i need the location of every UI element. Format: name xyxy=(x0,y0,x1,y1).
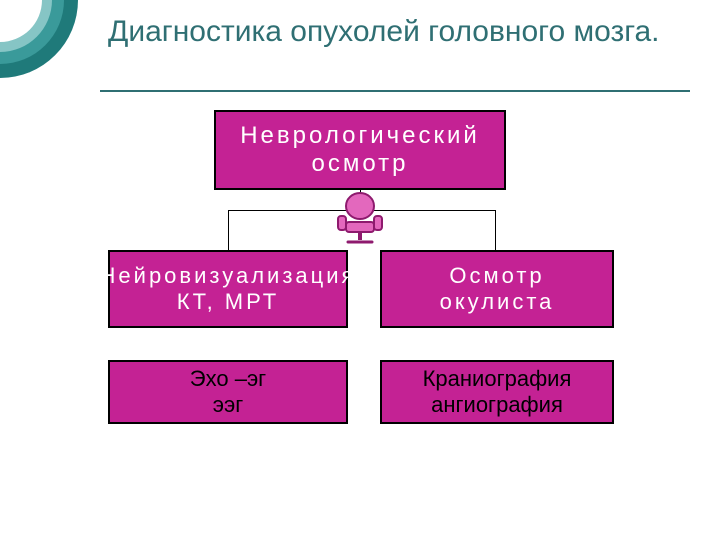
connector-v-right xyxy=(495,210,496,250)
node-right2: Краниография ангиография xyxy=(380,360,614,424)
node-left2: Эхо –эг ээг xyxy=(108,360,348,424)
node-right1-line1: Осмотр xyxy=(449,263,544,289)
node-left2-line1: Эхо –эг xyxy=(190,366,266,392)
node-right2-line2: ангиография xyxy=(431,392,563,418)
node-right1: Осмотр окулиста xyxy=(380,250,614,328)
connector-h-split xyxy=(228,210,496,211)
node-right1-line2: окулиста xyxy=(440,289,555,315)
deco-ring-1 xyxy=(0,0,78,78)
node-root-line1: Неврологический xyxy=(240,122,480,150)
node-left2-line2: ээг xyxy=(213,392,243,418)
node-root-line2: осмотр xyxy=(311,150,408,178)
page-title: Диагностика опухолей головного мозга. xyxy=(108,14,668,50)
node-right2-line1: Краниография xyxy=(423,366,572,392)
node-left1-line2: КТ, МРТ xyxy=(177,289,280,315)
deco-ring-4 xyxy=(0,0,42,42)
connector-v-root xyxy=(360,190,361,210)
node-left1: Нейровизуализация КТ, МРТ xyxy=(108,250,348,328)
device-icon xyxy=(332,190,388,246)
deco-ring-2 xyxy=(0,0,64,64)
node-root: Неврологический осмотр xyxy=(214,110,506,190)
connector-v-left xyxy=(228,210,229,250)
deco-ring-3 xyxy=(0,0,52,52)
title-underline xyxy=(100,90,690,92)
node-left1-line1: Нейровизуализация xyxy=(100,263,357,289)
